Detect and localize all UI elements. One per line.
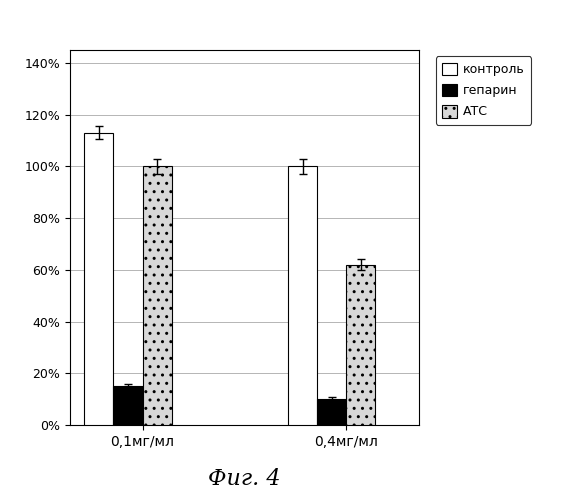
Text: Фиг. 4: Фиг. 4 <box>208 468 281 490</box>
Legend: контроль, гепарин, АТС: контроль, гепарин, АТС <box>436 56 531 124</box>
Bar <box>113 386 143 425</box>
Bar <box>346 264 375 425</box>
Bar <box>288 166 317 425</box>
Bar <box>143 166 172 425</box>
Bar <box>317 399 346 425</box>
Bar <box>84 133 113 425</box>
